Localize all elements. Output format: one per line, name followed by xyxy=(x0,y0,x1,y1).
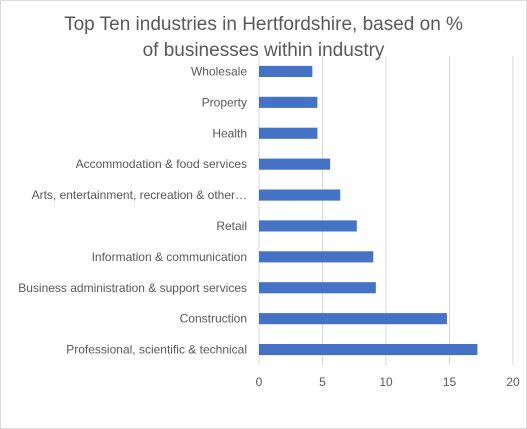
category-label-5: Arts, entertainment, recreation & other… xyxy=(32,188,247,202)
bar-3 xyxy=(259,127,318,139)
category-label-9: Construction xyxy=(180,312,247,326)
bar-2 xyxy=(259,96,318,108)
x-tick-label-10: 10 xyxy=(379,375,393,389)
x-tick-label-15: 15 xyxy=(443,375,457,389)
category-label-1: Wholesale xyxy=(191,64,247,78)
chart-title-line-1: Top Ten industries in Hertfordshire, bas… xyxy=(64,14,463,35)
category-label-2: Property xyxy=(202,95,247,109)
category-label-7: Information & communication xyxy=(92,250,247,264)
bar-5 xyxy=(259,189,341,201)
x-tick-label-0: 0 xyxy=(256,375,263,389)
category-label-4: Accommodation & food services xyxy=(76,157,247,171)
category-label-3: Health xyxy=(212,126,247,140)
chart-title-line-2: of businesses within industry xyxy=(142,40,385,61)
category-label-8: Business administration & support servic… xyxy=(18,281,247,295)
bar-6 xyxy=(259,220,357,232)
bar-7 xyxy=(259,251,374,263)
category-label-10: Professional, scientific & technical xyxy=(66,343,247,357)
category-label-6: Retail xyxy=(216,219,247,233)
bar-9 xyxy=(259,313,447,325)
x-tick-label-20: 20 xyxy=(506,375,520,389)
bar-1 xyxy=(259,65,313,78)
chart-title: Top Ten industries in Hertfordshire, bas… xyxy=(0,12,527,64)
bar-10 xyxy=(259,343,478,356)
bar-8 xyxy=(259,282,376,294)
x-tick-label-5: 5 xyxy=(319,375,326,389)
bar-4 xyxy=(259,158,331,170)
